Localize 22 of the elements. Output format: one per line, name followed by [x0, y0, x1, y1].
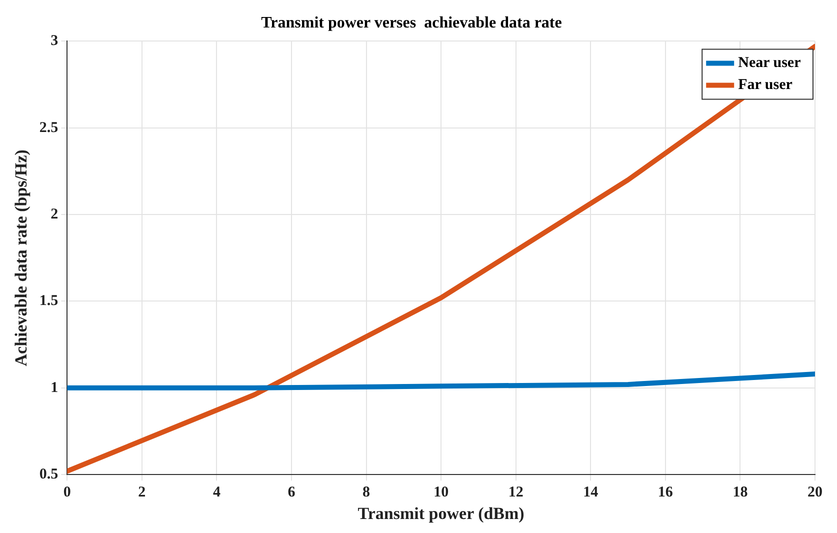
x-tick-label: 16 [658, 484, 674, 500]
y-tick-label: 1.5 [39, 293, 58, 310]
legend-label: Near user [738, 55, 802, 72]
y-tick-label: 0.5 [39, 466, 58, 482]
x-tick-label: 2 [138, 484, 146, 500]
x-tick-label: 0 [63, 484, 71, 500]
x-tick-label: 6 [288, 484, 296, 500]
x-tick-label: 20 [808, 484, 822, 500]
y-tick-label: 2 [50, 206, 58, 222]
x-tick-label: 4 [212, 484, 221, 500]
legend-label: Far user [738, 77, 793, 94]
y-axis-title: Achievable data rate (bps/Hz) [12, 150, 31, 366]
y-tick-label: 2.5 [39, 120, 58, 136]
y-tick-label: 3 [50, 33, 58, 50]
x-tick-label: 14 [583, 484, 599, 500]
x-tick-label: 12 [508, 484, 524, 500]
x-axis-title: Transmit power (dBm) [358, 504, 524, 524]
x-tick-label: 10 [434, 484, 449, 500]
x-tick-label: 8 [362, 484, 370, 500]
y-tick-label: 1 [50, 380, 58, 396]
x-tick-label: 18 [732, 484, 748, 500]
chart-title: Transmit power verses achievable data rate [261, 14, 562, 32]
